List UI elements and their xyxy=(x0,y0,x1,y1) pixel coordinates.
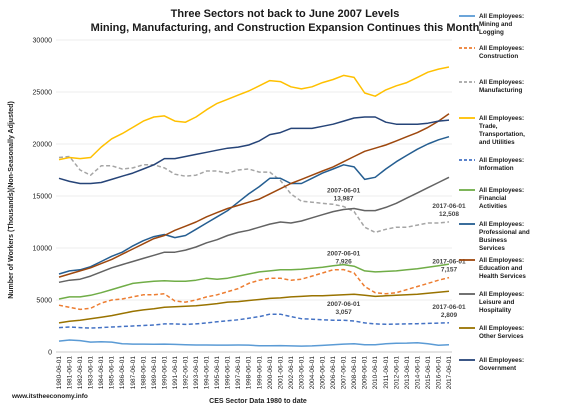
legend-label-6: All Employees: Professional and Business Se… xyxy=(479,221,530,252)
x-tick-label-23: 2003-06-01 xyxy=(298,356,305,390)
x-tick-label-0: 1980-06-01 xyxy=(56,356,63,390)
annotation-date-5: 2017-06-01 xyxy=(432,304,466,311)
annotation-date-3: 2017-06-01 xyxy=(432,203,466,210)
x-tick-label-7: 1987-06-01 xyxy=(130,356,137,390)
x-axis-ticks: 1980-06-01 1981-06-01 1982-06-01 1983-06-01… xyxy=(56,356,453,390)
legend-label-1: All Employees: Construction xyxy=(479,45,524,60)
x-tick-label-32: 2012-06-01 xyxy=(393,356,400,390)
series-lines xyxy=(58,66,450,347)
y-tick-label-6: 30000 xyxy=(33,38,53,45)
x-tick-label-20: 2000-06-01 xyxy=(267,356,274,390)
series-line-7 xyxy=(58,113,450,278)
annotation-value-1: 7,926 xyxy=(335,259,352,266)
x-tick-label-15: 1995-06-01 xyxy=(214,356,221,390)
legend-label-4: All Employees: Information xyxy=(479,157,524,172)
annotation-value-0: 13,987 xyxy=(334,196,354,203)
annotation-date-4: 2017-06-01 xyxy=(432,259,466,266)
annotation-value-2: 3,057 xyxy=(335,309,352,316)
legend-label-0: All Employees: Mining and Logging xyxy=(479,13,524,36)
chart-title: Three Sectors not back to June 2007 Leve… xyxy=(171,8,400,20)
x-tick-label-4: 1984-06-01 xyxy=(98,356,105,390)
series-line-9 xyxy=(58,290,450,324)
annotation-date-0: 2007-06-01 xyxy=(327,188,361,195)
x-axis-label: CES Sector Data 1980 to date xyxy=(209,398,307,405)
y-tick-label-4: 20000 xyxy=(33,142,53,149)
series-line-0 xyxy=(58,339,450,347)
x-tick-label-11: 1991-06-01 xyxy=(172,356,179,390)
legend-label-8: All Employees: Leisure and Hospitality xyxy=(479,291,524,314)
y-axis-ticks: 0 5000 10000 15000 20000 25000 30000 xyxy=(33,38,53,357)
x-tick-label-25: 2005-06-01 xyxy=(320,356,327,390)
y-tick-label-2: 10000 xyxy=(33,246,53,253)
gridlines xyxy=(56,39,452,353)
x-tick-label-28: 2008-06-01 xyxy=(351,356,358,390)
x-tick-label-24: 2004-06-01 xyxy=(309,356,316,390)
series-line-8 xyxy=(58,176,450,284)
series-line-3 xyxy=(58,66,450,161)
series-line-10 xyxy=(58,116,450,185)
x-tick-label-26: 2006-06-01 xyxy=(330,356,337,390)
legend-label-10: All Employees: Government xyxy=(479,357,524,372)
legend-label-3: All Employees: Trade, Transportation, and U… xyxy=(479,115,525,146)
series-line-2 xyxy=(58,155,450,234)
x-tick-label-3: 1983-06-01 xyxy=(88,356,95,390)
x-tick-label-13: 1993-06-01 xyxy=(193,356,200,390)
legend-label-5: All Employees: Financial Activities xyxy=(479,187,524,210)
x-tick-label-6: 1986-06-01 xyxy=(119,356,126,390)
chart-subtitle: Mining, Manufacturing, and Construction … xyxy=(91,22,480,34)
x-tick-label-36: 2016-06-01 xyxy=(435,356,442,390)
x-tick-label-34: 2014-06-01 xyxy=(414,356,421,390)
series-line-5 xyxy=(58,263,450,300)
y-tick-label-1: 5000 xyxy=(36,298,52,305)
legend-label-9: All Employees: Other Services xyxy=(479,325,524,340)
x-tick-label-12: 1992-06-01 xyxy=(182,356,189,390)
x-tick-label-33: 2013-06-01 xyxy=(404,356,411,390)
x-tick-label-29: 2009-06-01 xyxy=(362,356,369,390)
x-tick-label-30: 2010-06-01 xyxy=(372,356,379,390)
y-tick-label-0: 0 xyxy=(48,350,52,357)
x-tick-label-18: 1998-06-01 xyxy=(246,356,253,390)
x-tick-label-16: 1996-06-01 xyxy=(225,356,232,390)
source-text: www.itstheeconomy.info xyxy=(11,393,88,400)
x-tick-label-27: 2007-06-01 xyxy=(341,356,348,390)
legend-label-7: All Employees: Education and Health Servic… xyxy=(479,257,526,280)
x-tick-label-9: 1989-06-01 xyxy=(151,356,158,390)
series-line-6 xyxy=(58,135,450,275)
x-tick-label-2: 1982-06-01 xyxy=(77,356,84,390)
legend: All Employees: Mining and Logging All Emplo… xyxy=(459,13,530,372)
x-tick-label-19: 1999-06-01 xyxy=(256,356,263,390)
annotation-date-2: 2007-06-01 xyxy=(327,301,361,308)
x-tick-label-21: 2001-06-01 xyxy=(277,356,284,390)
x-tick-label-22: 2002-06-01 xyxy=(288,356,295,390)
x-tick-label-31: 2011-06-01 xyxy=(383,356,390,389)
x-tick-label-17: 1997-06-01 xyxy=(235,356,242,390)
legend-label-2: All Employees: Manufacturing xyxy=(479,79,524,94)
annotations: 2007-06-0113,9872007-06-017,9262007-06-0… xyxy=(327,188,466,319)
x-tick-label-37: 2017-06-01 xyxy=(446,356,453,390)
x-tick-label-14: 1994-06-01 xyxy=(204,356,211,390)
annotation-value-5: 2,809 xyxy=(441,312,458,319)
annotation-date-1: 2007-06-01 xyxy=(327,251,361,258)
x-tick-label-10: 1990-06-01 xyxy=(161,356,168,390)
y-tick-label-3: 15000 xyxy=(33,194,53,201)
series-line-1 xyxy=(58,268,450,311)
x-tick-label-8: 1988-06-01 xyxy=(140,356,147,390)
series-line-4 xyxy=(58,313,450,329)
x-tick-label-35: 2015-06-01 xyxy=(425,356,432,390)
annotation-value-3: 12,508 xyxy=(439,211,459,218)
y-tick-label-5: 25000 xyxy=(33,90,53,97)
x-tick-label-1: 1981-06-01 xyxy=(67,356,74,390)
annotation-value-4: 7,157 xyxy=(441,267,458,274)
x-tick-label-5: 1985-06-01 xyxy=(109,356,116,390)
y-axis-label: Number of Workers (Thousands)(Non-Season… xyxy=(8,101,15,299)
